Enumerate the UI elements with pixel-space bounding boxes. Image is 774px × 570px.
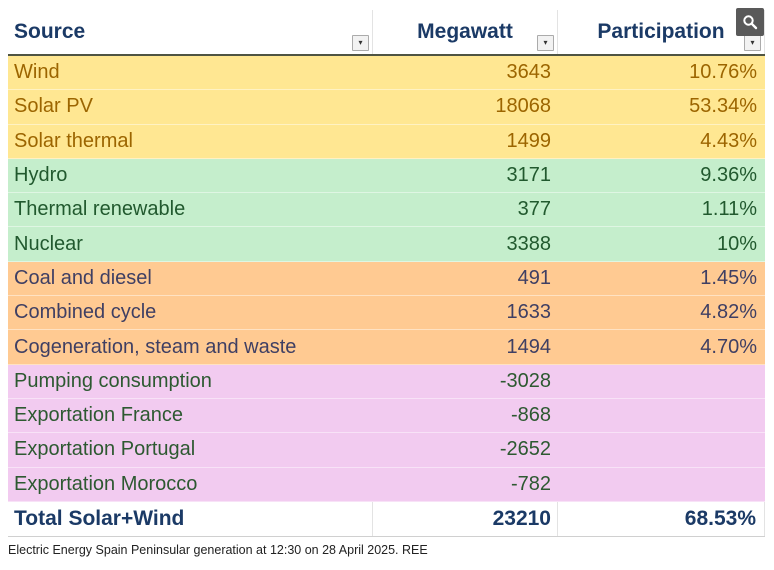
cell-source: Nuclear	[14, 232, 83, 255]
cell-megawatt: 18068	[495, 95, 551, 118]
cell-megawatt: 1499	[506, 129, 552, 152]
table-row-pumping: Pumping consumption -3028	[8, 364, 765, 399]
generation-table: Source ▾ Megawatt ▾ Participation ▾ Wind…	[8, 10, 765, 537]
total-label: Total Solar+Wind	[14, 506, 185, 530]
cell-megawatt: -3028	[499, 369, 551, 392]
table-row-export-france: Exportation France -868	[8, 398, 765, 434]
table-row-solar-thermal: Solar thermal 1499 4.43%	[8, 124, 765, 159]
column-header-source: Source ▾	[8, 10, 372, 54]
cell-participation: 10.76%	[689, 61, 757, 84]
cell-megawatt: -868	[510, 404, 551, 427]
table-row-coal-diesel: Coal and diesel 491 1.45%	[8, 261, 765, 297]
cell-source: Exportation Morocco	[14, 472, 198, 495]
filter-dropdown-participation[interactable]: ▾	[744, 35, 761, 51]
search-button[interactable]	[736, 8, 764, 36]
cell-megawatt: -2652	[499, 438, 551, 461]
cell-source: Coal and diesel	[14, 266, 152, 289]
table-caption: Electric Energy Spain Peninsular generat…	[8, 543, 428, 557]
column-header-megawatt: Megawatt ▾	[372, 10, 557, 54]
cell-source: Wind	[14, 61, 60, 84]
table-row-cogeneration: Cogeneration, steam and waste 1494 4.70%	[8, 330, 765, 365]
table-row-export-morocco: Exportation Morocco -782	[8, 467, 765, 502]
cell-megawatt: 377	[517, 198, 551, 221]
table-row-solar-pv: Solar PV 18068 53.34%	[8, 90, 765, 125]
table-row-thermal-renewable: Thermal renewable 377 1.11%	[8, 193, 765, 228]
column-header-source-label: Source	[14, 20, 86, 43]
cell-source: Hydro	[14, 164, 68, 187]
chevron-down-icon: ▾	[358, 38, 363, 47]
cell-source: Pumping consumption	[14, 369, 212, 392]
cell-megawatt: 3388	[506, 232, 552, 255]
chevron-down-icon: ▾	[543, 38, 548, 47]
cell-source: Exportation France	[14, 404, 183, 427]
filter-dropdown-source[interactable]: ▾	[352, 35, 369, 51]
column-header-megawatt-label: Megawatt	[417, 20, 513, 43]
table-total-row: Total Solar+Wind 23210 68.53%	[8, 501, 765, 537]
cell-source: Combined cycle	[14, 301, 157, 324]
search-icon	[742, 14, 758, 30]
cell-participation: 1.45%	[700, 266, 757, 289]
cell-megawatt: 3171	[506, 164, 552, 187]
cell-participation: 53.34%	[689, 95, 757, 118]
cell-participation: 4.43%	[700, 129, 757, 152]
filter-dropdown-megawatt[interactable]: ▾	[537, 35, 554, 51]
total-participation: 68.53%	[557, 501, 765, 536]
cell-participation: 10%	[716, 232, 757, 255]
cell-megawatt: 1633	[506, 301, 552, 324]
total-megawatt: 23210	[372, 501, 557, 536]
table-row-combined-cycle: Combined cycle 1633 4.82%	[8, 296, 765, 331]
table-row-wind: Wind 3643 10.76%	[8, 56, 765, 91]
cell-source: Exportation Portugal	[14, 438, 196, 461]
cell-participation: 9.36%	[700, 164, 757, 187]
cell-source: Thermal renewable	[14, 198, 186, 221]
cell-megawatt: -782	[510, 472, 551, 495]
table-row-hydro: Hydro 3171 9.36%	[8, 158, 765, 194]
cell-participation: 4.82%	[700, 301, 757, 324]
table-row-export-portugal: Exportation Portugal -2652	[8, 433, 765, 468]
cell-source: Cogeneration, steam and waste	[14, 335, 297, 358]
column-header-participation: Participation ▾	[557, 10, 765, 54]
cell-megawatt: 1494	[506, 335, 552, 358]
cell-megawatt: 3643	[506, 61, 552, 84]
column-header-participation-label: Participation	[597, 20, 725, 43]
table-header-row: Source ▾ Megawatt ▾ Participation ▾	[8, 10, 765, 56]
cell-source: Solar thermal	[14, 129, 133, 152]
table-row-nuclear: Nuclear 3388 10%	[8, 227, 765, 262]
chevron-down-icon: ▾	[750, 38, 755, 47]
cell-participation: 1.11%	[701, 198, 757, 221]
cell-megawatt: 491	[517, 266, 551, 289]
cell-participation: 4.70%	[700, 335, 757, 358]
cell-source: Solar PV	[14, 95, 93, 118]
